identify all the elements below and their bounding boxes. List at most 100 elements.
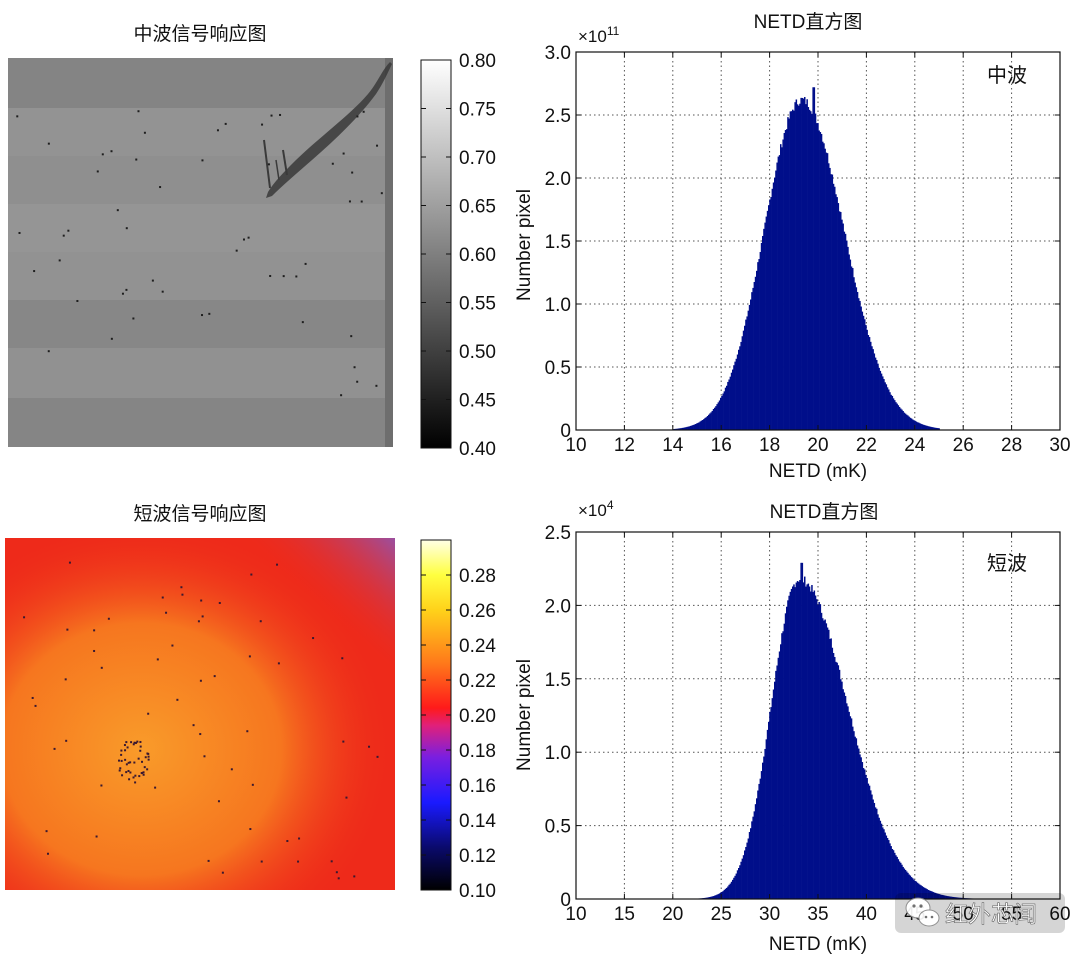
sw-hist-bar	[934, 892, 937, 899]
mw-hist-xtick-label: 30	[1049, 435, 1070, 456]
sw-hist-bar	[876, 808, 878, 899]
sw-hist-bar	[807, 583, 810, 899]
sw-hist-bar	[712, 896, 715, 899]
sw-defect-pixel	[117, 759, 120, 762]
sw-hist-bar	[774, 681, 776, 899]
sw-hist-bar	[721, 891, 723, 899]
sw-hist-bar	[866, 778, 868, 899]
sw-exponent-base: ×10	[578, 501, 607, 520]
mw-hist-bar	[879, 370, 882, 430]
mw-hist-ytick-label: 0	[560, 421, 571, 442]
sw-hist-bar	[864, 769, 866, 899]
sw-colorbar-tick-label: 0.12	[459, 846, 496, 867]
mw-hist-bar	[771, 188, 774, 430]
mw-hist-bar	[830, 174, 832, 430]
mw-hist-bar	[937, 428, 939, 430]
sw-defect-pixel	[141, 760, 144, 763]
sw-hist-bar	[894, 852, 896, 899]
mw-defect-pixel	[224, 122, 227, 125]
sw-hist-bar	[924, 887, 926, 899]
mw-hist-bar	[909, 417, 912, 430]
sw-hist-bar	[825, 623, 828, 899]
sw-defect-pixel	[127, 761, 130, 764]
sw-hist-xtick-label: 10	[565, 904, 586, 925]
mw-defect-pixel	[279, 113, 282, 116]
mw-hist-bar	[886, 387, 889, 430]
mw-hist-bar	[847, 246, 849, 430]
sw-colorbar-ticks: 0.28 0.26 0.24 0.22 0.20 0.18 0.16 0.14 0.12 0.10	[421, 566, 496, 902]
sw-hist-bar	[748, 831, 751, 899]
mw-defect-pixel	[161, 290, 164, 293]
mw-hist-bar	[931, 427, 933, 430]
mw-defect-pixel	[301, 321, 304, 324]
sw-hist-bar	[802, 582, 805, 899]
sw-hist-bar	[724, 888, 727, 899]
sw-hist-bar	[759, 778, 762, 899]
mw-hist-bar	[764, 222, 766, 430]
sw-hist-bar	[902, 866, 904, 899]
mw-hist-bar	[728, 379, 730, 430]
mw-hist-bar	[853, 277, 855, 430]
mw-hist-bar	[770, 197, 772, 430]
mw-hist-bar	[702, 420, 704, 430]
sw-hist-bar	[742, 855, 745, 899]
sw-hist-bar	[890, 846, 892, 899]
mw-colorbar-tick-label: 0.70	[459, 148, 496, 169]
sw-defect-pixel	[46, 852, 49, 855]
mw-hist-bar	[787, 117, 789, 430]
sw-defect-pixel	[192, 724, 195, 727]
sw-hist-bar	[903, 868, 906, 899]
mw-hist-bar	[867, 335, 870, 430]
sw-defect-pixel	[136, 740, 139, 743]
sw-hist-bar	[919, 884, 921, 899]
sw-defect-pixel	[120, 749, 123, 752]
mw-hist-bar	[804, 97, 806, 430]
mw-defect-pixel	[342, 152, 345, 155]
sw-hist-bar	[788, 595, 790, 899]
sw-hist-bar	[835, 661, 837, 899]
sw-histogram-ylabel: Number pixel	[514, 659, 535, 771]
sw-hist-bar	[938, 894, 940, 899]
mw-hist-bar	[868, 337, 871, 430]
mw-hist-bar	[806, 99, 808, 431]
mw-defect-pixel	[18, 231, 21, 234]
mw-hist-bar	[896, 403, 898, 430]
sw-hist-bar	[734, 875, 736, 899]
mw-hist-bar	[700, 420, 703, 430]
sw-colorbar-tick-label: 0.18	[459, 741, 496, 762]
mw-heatmap-edge	[385, 58, 393, 447]
sw-colorbar-tick-label: 0.26	[459, 601, 496, 622]
sw-defect-pixel	[142, 771, 145, 774]
mw-hist-bar	[871, 346, 873, 430]
mw-hist-bar	[915, 421, 918, 430]
sw-hist-bar	[878, 817, 880, 899]
mw-scratch	[275, 159, 280, 181]
sw-hist-bar	[746, 842, 748, 899]
mw-hist-bar	[840, 212, 842, 430]
mw-hist-bar	[813, 87, 816, 430]
sw-hist-bar	[715, 895, 717, 899]
sw-heatmap-title: 短波信号响应图	[133, 503, 266, 525]
mw-histogram-panel: NETD直方图 10 12 14 16 18 20 22 24 26 28 30 0 0.5 1.0 1.5…	[514, 11, 1071, 482]
mw-defect-pixel	[110, 150, 113, 153]
sw-hist-bar	[709, 897, 711, 899]
sw-hist-bar	[916, 882, 919, 899]
sw-hist-bar	[768, 721, 770, 899]
mw-hist-bar	[799, 103, 801, 430]
mw-hist-bar	[826, 153, 829, 430]
sw-hist-bar	[904, 869, 907, 899]
mw-hist-bar	[680, 428, 682, 430]
mw-hist-ytick-label: 2.5	[545, 106, 571, 127]
mw-hist-bar	[752, 287, 754, 430]
wechat-icon	[905, 897, 940, 927]
sw-defect-pixel	[53, 747, 56, 750]
sw-hist-bar	[789, 591, 792, 899]
sw-hist-bar	[898, 861, 901, 899]
sw-defect-pixel	[221, 871, 224, 874]
mw-hist-bar	[807, 107, 810, 430]
sw-hist-bar	[892, 850, 895, 899]
sw-colorbar-tick-label: 0.24	[459, 636, 496, 657]
sw-hist-bar	[813, 590, 816, 899]
mw-heatmap-band	[8, 58, 393, 108]
mw-hist-bar	[732, 369, 734, 430]
